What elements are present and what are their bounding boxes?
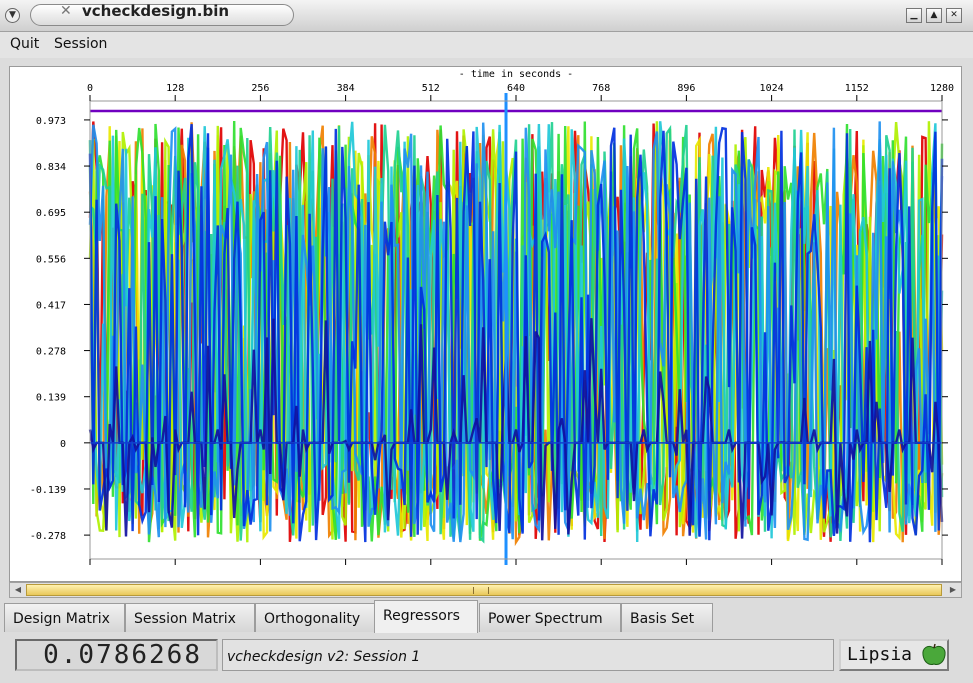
x-tick-label: 0 <box>87 83 93 94</box>
window-title: vcheckdesign.bin <box>82 2 230 20</box>
window-title-pill <box>30 4 294 26</box>
minimize-button[interactable]: ▁ <box>906 8 922 23</box>
scroll-right-icon[interactable]: ▶ <box>949 585 957 594</box>
lipsia-logo-text: Lipsia <box>847 644 913 665</box>
tab-design-matrix[interactable]: Design Matrix <box>4 603 125 632</box>
horizontal-scrollbar[interactable]: ◀ ▶ <box>9 582 962 598</box>
tab-session-matrix[interactable]: Session Matrix <box>125 603 255 632</box>
scroll-thumb[interactable] <box>26 584 942 596</box>
regressor-series-line <box>88 123 944 543</box>
x-tick-label: 640 <box>507 83 525 94</box>
y-tick-label: 0.556 <box>36 254 66 265</box>
menubar: Quit Session <box>0 32 973 58</box>
x-tick-label: 768 <box>592 83 610 94</box>
regressor-plot: - time in seconds - 0 128 256 384 512 640 768 89… <box>30 69 954 565</box>
x-axis-title: - time in seconds - <box>459 69 573 80</box>
value-display: 0.0786268 <box>15 639 218 671</box>
y-tick-label: 0.695 <box>36 208 66 219</box>
x-tick-label: 256 <box>251 83 269 94</box>
apple-icon <box>922 643 946 665</box>
y-tick-label: -0.139 <box>30 485 66 496</box>
status-bar: 0.0786268 vcheckdesign v2: Session 1 Lip… <box>0 637 973 683</box>
y-tick-label: 0 <box>60 439 66 450</box>
close-button[interactable]: ✕ <box>946 8 962 23</box>
tab-regressors[interactable]: Regressors <box>374 600 478 633</box>
x-tick-label: 1280 <box>930 83 954 94</box>
y-tick-label: 0.417 <box>36 300 66 311</box>
x-tick-label: 896 <box>677 83 695 94</box>
menu-session[interactable]: Session <box>54 36 108 52</box>
lipsia-logo: Lipsia <box>839 639 949 671</box>
view-tabs: Design Matrix Session Matrix Orthogonali… <box>0 600 973 635</box>
tab-power-spectrum[interactable]: Power Spectrum <box>479 603 621 632</box>
scroll-left-icon[interactable]: ◀ <box>14 585 22 594</box>
regressor-series-line <box>88 121 944 543</box>
y-tick-label: 0.278 <box>36 347 66 358</box>
y-tick-label: 0.139 <box>36 393 66 404</box>
x-tick-label: 128 <box>166 83 184 94</box>
scroll-grip-icon <box>473 587 489 594</box>
y-tick-label: 0.973 <box>36 116 66 127</box>
x-tick-label: 1024 <box>760 83 784 94</box>
window-titlebar: ▼ ✕ vcheckdesign.bin ▁ ▲ ✕ <box>0 0 973 32</box>
regressor-plot-frame: - time in seconds - 0 128 256 384 512 640 768 89… <box>9 66 962 582</box>
x-tick-label: 512 <box>422 83 440 94</box>
x-tick-label: 1152 <box>845 83 869 94</box>
window-menu-button[interactable]: ▼ <box>5 8 20 23</box>
tab-basis-set[interactable]: Basis Set <box>621 603 713 632</box>
x-tick-label: 384 <box>337 83 355 94</box>
status-message: vcheckdesign v2: Session 1 <box>222 639 834 671</box>
tab-orthogonality[interactable]: Orthogonality <box>255 603 375 632</box>
menu-quit[interactable]: Quit <box>10 36 40 52</box>
y-tick-label: 0.834 <box>36 162 66 173</box>
maximize-button[interactable]: ▲ <box>926 8 942 23</box>
y-tick-label: -0.278 <box>30 531 66 542</box>
app-icon: ✕ <box>60 3 72 19</box>
